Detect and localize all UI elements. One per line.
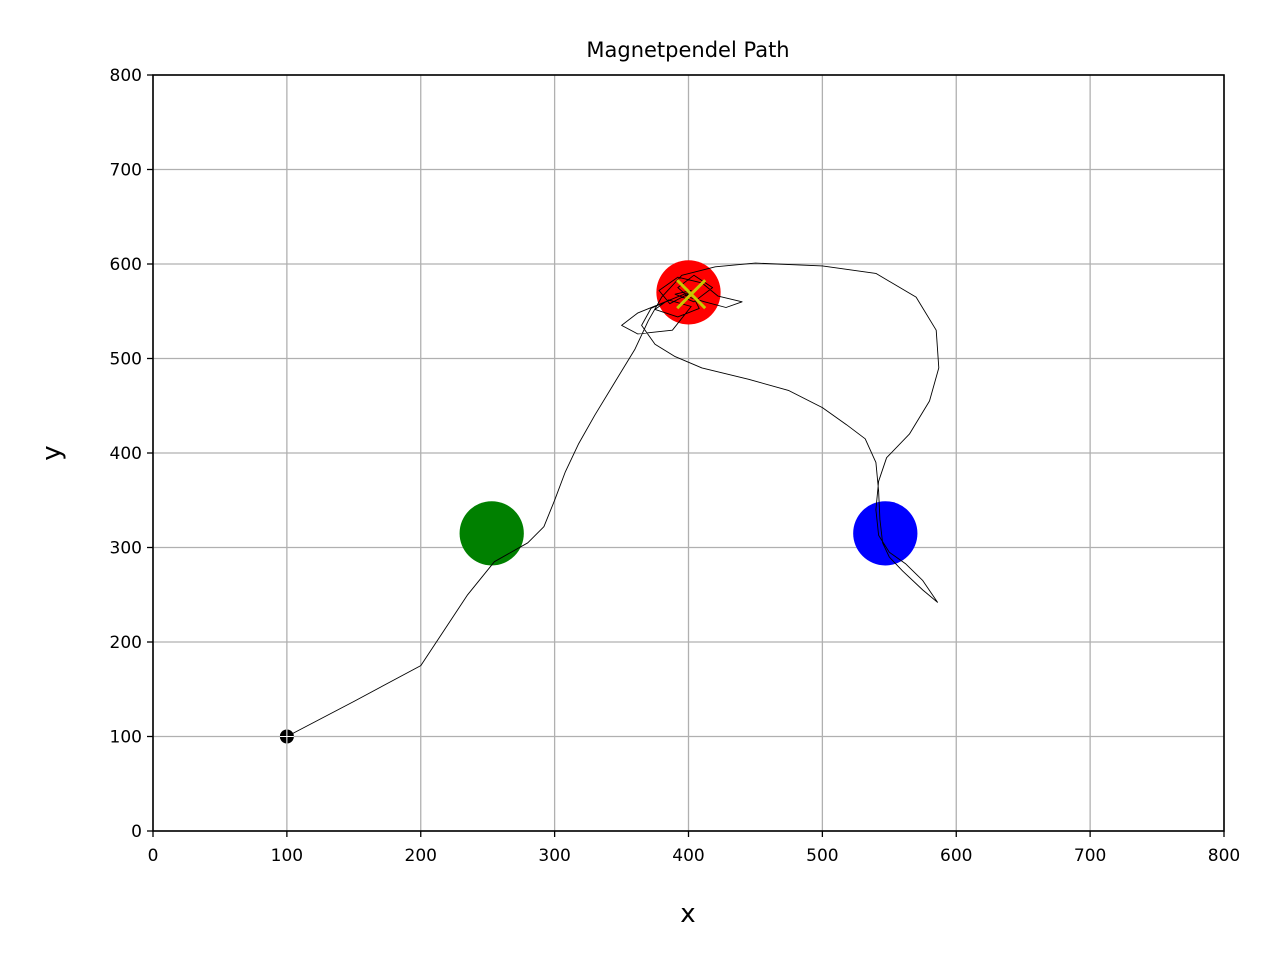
pendulum-path: [286, 262, 940, 737]
y-tick-label: 100: [110, 728, 142, 748]
y-tick-label: 0: [131, 822, 142, 842]
x-tick-label: 0: [148, 846, 159, 866]
magnet-0: [459, 501, 524, 566]
y-tick-label: 800: [110, 66, 142, 86]
x-tick-label: 300: [538, 846, 570, 866]
y-tick-label: 400: [110, 444, 142, 464]
end-marker-stroke-2: [676, 279, 707, 310]
x-tick-label: 400: [672, 846, 704, 866]
chart-title: Magnetpendel Path: [586, 38, 789, 62]
y-tick-label: 600: [110, 255, 142, 275]
y-tick-label: 500: [110, 350, 142, 370]
y-tick-label: 300: [110, 539, 142, 559]
x-tick-label: 100: [271, 846, 303, 866]
x-axis-label: x: [680, 899, 695, 929]
x-tick-label: 700: [1074, 846, 1106, 866]
magnet-2: [853, 501, 918, 566]
x-tick-label: 200: [405, 846, 437, 866]
y-axis-label: y: [37, 445, 67, 460]
x-tick-label: 600: [940, 846, 972, 866]
x-tick-label: 500: [806, 846, 838, 866]
y-tick-label: 700: [110, 161, 142, 181]
y-tick-label: 200: [110, 633, 142, 653]
x-tick-label: 800: [1208, 846, 1240, 866]
